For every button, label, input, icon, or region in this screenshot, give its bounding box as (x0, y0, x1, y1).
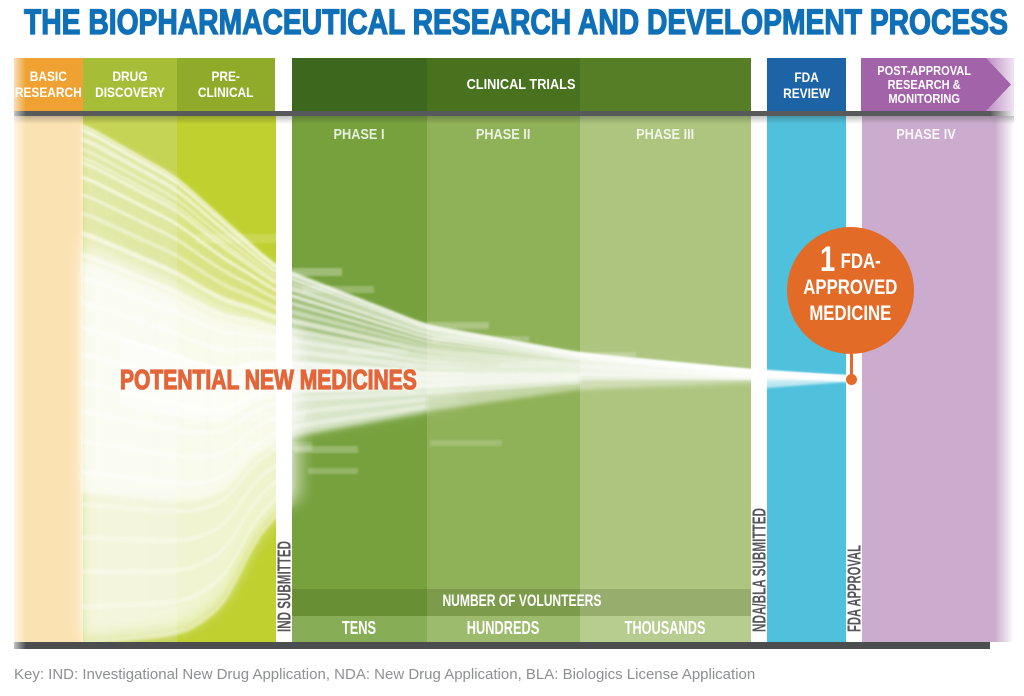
svg-text:NDA/BLA SUBMITTED: NDA/BLA SUBMITTED (750, 508, 770, 632)
svg-text:IND SUBMITTED: IND SUBMITTED (275, 541, 295, 632)
svg-text:FDA APPROVAL: FDA APPROVAL (845, 545, 865, 632)
